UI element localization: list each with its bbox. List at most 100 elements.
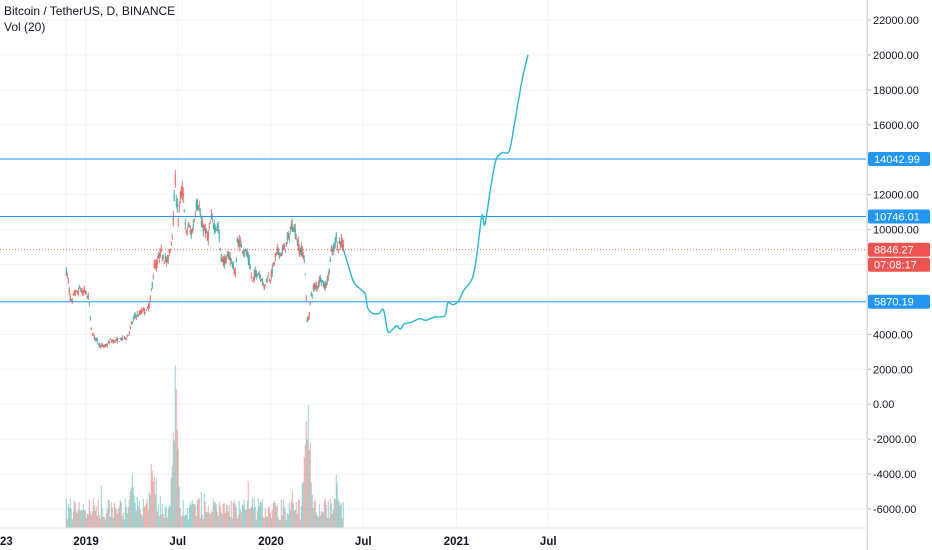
volume-bar [268,506,270,528]
candle-body [336,245,338,249]
volume-bar [316,515,318,528]
volume-bar [154,494,156,528]
price-axis-labels[interactable]: 22000.0020000.0018000.0016000.0014000.00… [866,0,919,550]
candle-body [118,341,120,343]
candle-body [191,228,193,233]
symbol-legend[interactable]: Bitcoin / TetherUS, D, BINANCE [4,4,176,18]
volume-bar [319,515,321,528]
volume-bar [285,519,287,528]
candle-body [263,286,265,290]
volume-bar [107,499,109,528]
candle-body [272,262,274,265]
volume-bar [181,515,183,528]
volume-bar [322,512,324,528]
volume-bar [177,448,179,528]
candle-body [99,345,101,347]
volume-bar [96,515,98,528]
volume-bar [250,506,252,528]
candle-body [119,338,121,340]
candle-body [95,337,97,339]
candle-body [153,263,155,269]
candle-body [237,241,239,247]
volume-bar [306,439,308,528]
volume-bar [282,498,284,528]
volume-bar [78,501,80,528]
volume-bar [142,498,144,528]
volume-bar [180,516,182,528]
volume-legend[interactable]: Vol (20) [4,20,46,34]
volume-bar [302,482,304,528]
volume-bar [234,503,236,528]
volume-bar [258,505,260,528]
candle-body [141,311,143,313]
volume-bar [321,511,323,528]
candle-body [221,258,223,262]
volume-bar [235,507,237,528]
volume-bar [114,507,116,528]
candle-body [66,273,68,276]
price-tick-label: -2000.00 [873,434,916,446]
volume-bar [189,502,191,528]
horizontal-levels[interactable] [0,158,866,303]
candle-body [279,253,281,255]
volume-bar [128,499,130,528]
volume-bar [184,514,186,528]
volume-bar [84,510,86,528]
candle-body [340,239,342,242]
volume-bar [293,510,295,528]
volume-bar [205,511,207,528]
candle-body [67,280,69,282]
volume-bar [264,507,266,528]
candle-body [257,274,259,275]
candle-body [207,233,209,240]
volume-bar [254,506,256,528]
volume-bar [298,500,300,528]
volume-bar [274,502,276,528]
candle-body [324,282,326,288]
volume-bar [162,514,164,528]
volume-bar [211,512,213,528]
volume-bar [132,486,134,528]
candle-body [200,222,202,224]
candle-body [167,255,169,261]
candle-body [229,256,231,261]
candle-body [169,248,171,253]
volume-bar [120,501,122,528]
volume-bar [99,518,101,528]
candle-body [201,221,203,228]
volume-bar [296,514,298,528]
volume-bar [202,519,204,528]
volume-bar [340,503,342,528]
candle-body [132,318,134,320]
time-axis[interactable]: 23 2019 Jul 2020 Jul 2021 Jul [0,527,866,548]
candle-body [246,252,248,256]
volume-bar [242,505,244,528]
volume-bar [145,502,147,528]
price-tick-label: 12000.00 [873,190,919,202]
candle-body [160,249,162,251]
candle-body [276,247,278,251]
volume-bar [315,512,317,528]
candle-body [176,203,178,211]
volume-bar [190,504,192,528]
volume-bar [260,502,262,528]
candle-body [298,248,300,254]
candle-body [328,268,330,273]
level-tag-label: 14042.99 [874,154,920,166]
projection-path[interactable] [342,54,529,334]
volume-bar [111,507,113,528]
volume-bar [193,504,195,528]
volume-bar [158,516,160,528]
candle-body [277,248,279,253]
candle-body [106,345,108,347]
candle-body [158,253,160,259]
candle-body [144,313,146,314]
candlesticks [65,169,344,349]
candle-body [333,246,335,247]
candle-body [342,244,344,251]
candle-body [225,256,227,261]
candle-body [130,322,132,324]
candle-body [339,241,341,245]
